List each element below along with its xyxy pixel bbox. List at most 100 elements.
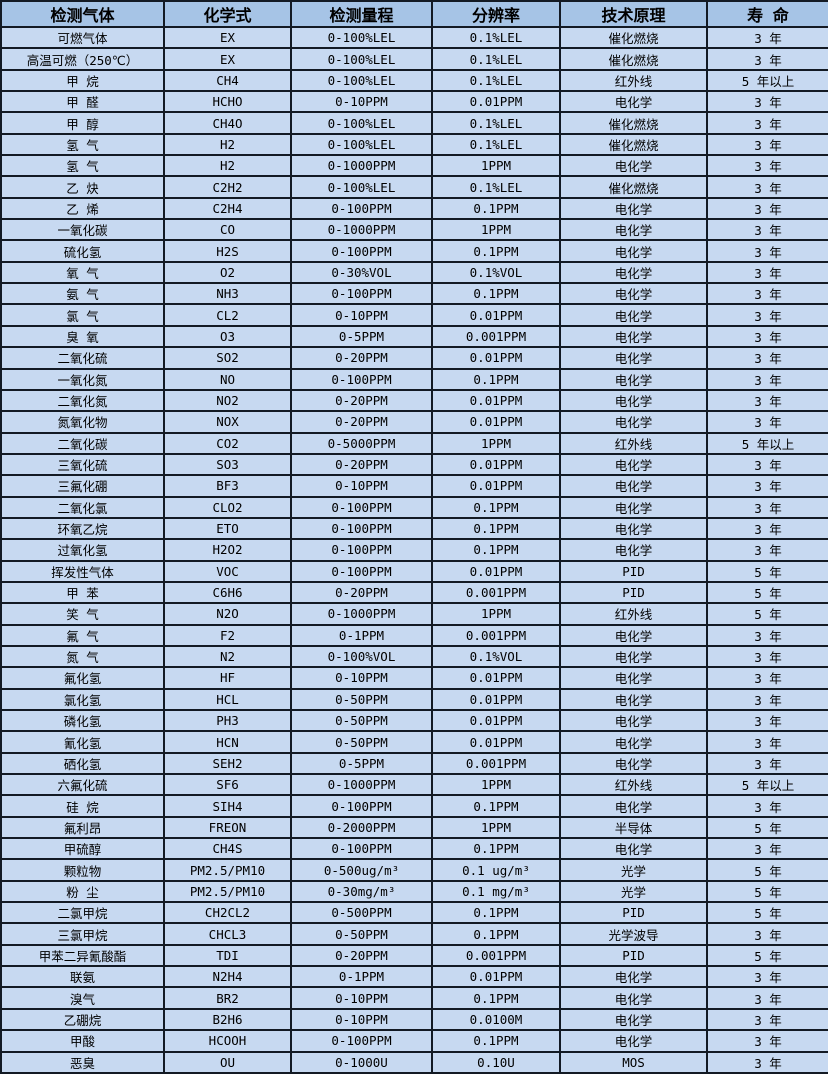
cell-lifespan: 3 年 [706,538,828,562]
cell-resolution: 1PPM [431,154,561,178]
cell-gas: 一氧化碳 [0,218,165,242]
cell-resolution: 0.1PPM [431,922,561,946]
cell-gas: 氟 气 [0,623,165,647]
cell-range: 0-100%LEL [290,175,433,199]
cell-formula: O3 [163,324,292,349]
cell-lifespan: 3 年 [706,495,828,519]
cell-lifespan: 3 年 [706,687,828,712]
cell-gas: 乙 炔 [0,175,165,199]
cell-principle: 催化燃烧 [559,175,708,199]
table-row: 三氯甲烷 CHCL3 0-50PPM 0.1PPM 光学波导 3 年 [0,922,828,946]
cell-range: 0-5PPM [290,324,433,349]
cell-gas: 可燃气体 [0,25,165,50]
cell-lifespan: 3 年 [706,303,828,327]
cell-range: 0-500PPM [290,901,433,925]
cell-resolution: 0.01PPM [431,90,561,114]
cell-range: 0-20PPM [290,580,433,605]
cell-lifespan: 3 年 [706,367,828,391]
cell-resolution: 0.01PPM [431,965,561,989]
cell-gas: 二氧化硫 [0,346,165,370]
table-row: 二氧化氮 NO2 0-20PPM 0.01PPM 电化学 3 年 [0,388,828,413]
cell-formula: SIH4 [163,794,292,818]
table-row: 氮氧化物 NOX 0-20PPM 0.01PPM 电化学 3 年 [0,410,828,434]
cell-principle: PID [559,559,708,583]
cell-range: 0-100PPM [290,794,433,818]
cell-principle: 电化学 [559,346,708,370]
cell-principle: 电化学 [559,324,708,349]
cell-range: 0-20PPM [290,452,433,477]
cell-gas: 一氧化氮 [0,367,165,391]
cell-range: 0-100PPM [290,282,433,306]
cell-gas: 三氯甲烷 [0,922,165,946]
cell-lifespan: 5 年 [706,879,828,904]
cell-range: 0-50PPM [290,687,433,712]
cell-principle: 催化燃烧 [559,132,708,157]
cell-range: 0-100%LEL [290,47,433,71]
cell-principle: 光学波导 [559,922,708,946]
cell-formula: H2 [163,132,292,157]
cell-gas: 甲硫醇 [0,837,165,861]
cell-gas: 氢 气 [0,154,165,178]
cell-resolution: 0.1%LEL [431,47,561,71]
table-row: 二氧化硫 SO2 0-20PPM 0.01PPM 电化学 3 年 [0,346,828,370]
cell-lifespan: 3 年 [706,730,828,754]
cell-resolution: 0.1PPM [431,282,561,306]
cell-range: 0-50PPM [290,922,433,946]
column-header-formula: 化学式 [163,0,292,28]
table-header: 检测气体 化学式 检测量程 分辨率 技术原理 寿 命 [0,0,828,28]
cell-formula: PH3 [163,708,292,733]
cell-resolution: 0.1PPM [431,239,561,263]
cell-principle: 电化学 [559,90,708,114]
cell-gas: 三氧化硫 [0,452,165,477]
cell-gas: 臭 氧 [0,324,165,349]
table-row: 笑 气 N2O 0-1000PPM 1PPM 红外线 5 年 [0,602,828,626]
cell-range: 0-100%VOL [290,644,433,669]
cell-range: 0-20PPM [290,346,433,370]
cell-formula: N2O [163,602,292,626]
cell-range: 0-30mg/m³ [290,879,433,904]
cell-lifespan: 3 年 [706,837,828,861]
cell-resolution: 1PPM [431,815,561,840]
cell-lifespan: 3 年 [706,452,828,477]
table-row: 硒化氢 SEH2 0-5PPM 0.001PPM 电化学 3 年 [0,751,828,776]
table-row: 挥发性气体 VOC 0-100PPM 0.01PPM PID 5 年 [0,559,828,583]
cell-resolution: 0.01PPM [431,452,561,477]
table-row: 甲 醇 CH4O 0-100%LEL 0.1%LEL 催化燃烧 3 年 [0,111,828,135]
cell-resolution: 1PPM [431,773,561,797]
cell-lifespan: 3 年 [706,388,828,413]
cell-gas: 氯 气 [0,303,165,327]
cell-resolution: 0.1%LEL [431,132,561,157]
cell-formula: CLO2 [163,495,292,519]
table-row: 甲 苯 C6H6 0-20PPM 0.001PPM PID 5 年 [0,580,828,605]
cell-formula: FREON [163,815,292,840]
table-row: 颗粒物 PM2.5/PM10 0-500ug/m³ 0.1 ug/m³ 光学 5 年 [0,858,828,882]
cell-formula: VOC [163,559,292,583]
table-row: 乙 炔 C2H2 0-100%LEL 0.1%LEL 催化燃烧 3 年 [0,175,828,199]
cell-resolution: 0.1 ug/m³ [431,858,561,882]
cell-resolution: 1PPM [431,218,561,242]
cell-resolution: 0.01PPM [431,346,561,370]
cell-principle: 电化学 [559,196,708,221]
table-row: 臭 氧 O3 0-5PPM 0.001PPM 电化学 3 年 [0,324,828,349]
cell-gas: 氟化氢 [0,666,165,690]
cell-gas: 联氨 [0,965,165,989]
cell-gas: 氢 气 [0,132,165,157]
cell-lifespan: 3 年 [706,1029,828,1053]
cell-range: 0-100PPM [290,367,433,391]
cell-lifespan: 3 年 [706,25,828,50]
cell-lifespan: 3 年 [706,516,828,541]
cell-resolution: 0.1PPM [431,1029,561,1053]
cell-resolution: 0.01PPM [431,730,561,754]
cell-formula: F2 [163,623,292,647]
cell-principle: 催化燃烧 [559,25,708,50]
cell-formula: H2S [163,239,292,263]
cell-gas: 高温可燃（250℃） [0,47,165,71]
cell-formula: O2 [163,260,292,285]
cell-lifespan: 5 年 [706,943,828,968]
cell-principle: 红外线 [559,431,708,455]
cell-gas: 溴气 [0,986,165,1010]
cell-principle: 电化学 [559,474,708,498]
cell-gas: 甲 苯 [0,580,165,605]
cell-formula: C2H2 [163,175,292,199]
cell-principle: 电化学 [559,303,708,327]
